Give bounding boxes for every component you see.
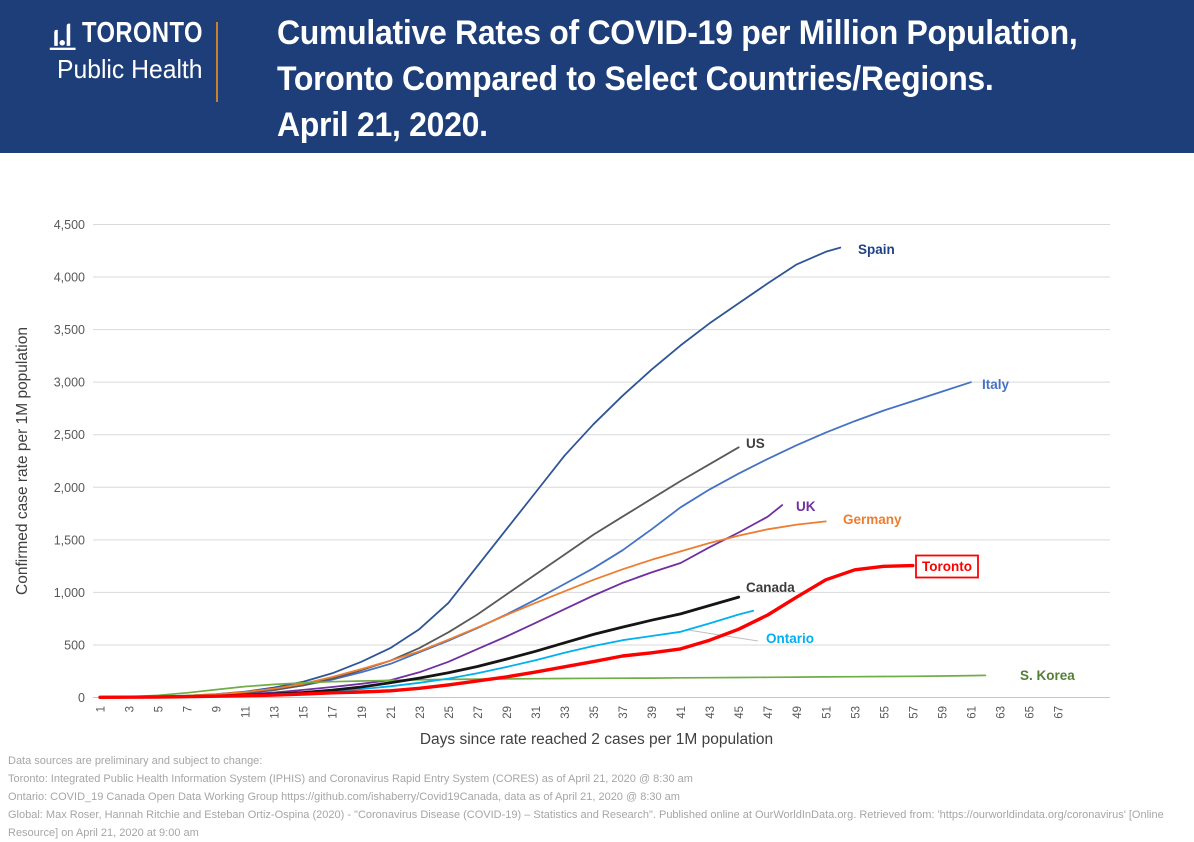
x-tick-label: 27 <box>473 706 485 719</box>
toronto-label-box <box>915 554 979 579</box>
data-sources-note: Data sources are preliminary and subject… <box>8 752 1164 842</box>
x-tick-label: 39 <box>647 706 659 719</box>
series-line-toronto <box>98 563 915 699</box>
series-label-germany: Germany <box>843 512 902 527</box>
x-tick-label: 57 <box>908 706 920 719</box>
y-tick-label: 1,500 <box>54 533 85 547</box>
x-tick-label: 65 <box>1024 706 1036 719</box>
x-tick-label: 7 <box>183 706 195 712</box>
series-line-s-korea <box>99 674 987 699</box>
logo-sub-text: Public Health <box>57 54 203 84</box>
x-tick-label: 41 <box>676 706 688 719</box>
x-tick-label: 49 <box>792 706 804 719</box>
x-tick-label: 53 <box>850 706 862 719</box>
x-tick-label: 15 <box>299 706 311 719</box>
x-tick-label: 23 <box>415 706 427 719</box>
x-tick-label: 29 <box>502 706 514 719</box>
series-line-us <box>99 446 740 699</box>
series-label-ontario: Ontario <box>766 631 814 646</box>
series-label-us: US <box>746 436 765 451</box>
x-tick-label: 63 <box>995 706 1007 719</box>
series-label-italy: Italy <box>982 377 1010 392</box>
x-tick-label: 31 <box>531 706 543 719</box>
source-line: Ontario: COVID_19 Canada Open Data Worki… <box>8 791 680 803</box>
x-tick-label: 3 <box>125 706 137 712</box>
title-line-1: Cumulative Rates of COVID-19 per Million… <box>277 14 1078 52</box>
series-label-toronto: Toronto <box>922 559 972 574</box>
source-line: Data sources are preliminary and subject… <box>8 755 263 767</box>
x-tick-label: 11 <box>241 706 253 718</box>
x-tick-label: 33 <box>560 706 572 719</box>
toronto-city-hall-icon <box>49 23 76 50</box>
header-banner: TORONTO Public Health Cumulative Rates o… <box>0 0 1194 153</box>
x-tick-label: 55 <box>879 706 891 719</box>
x-tick-label: 51 <box>821 706 833 719</box>
y-tick-label: 2,000 <box>54 481 85 495</box>
x-tick-label: 25 <box>444 706 456 719</box>
series-line-uk <box>99 504 784 699</box>
source-line: Resource] on April 21, 2020 at 9:00 am <box>8 827 199 839</box>
series-label-s-korea: S. Korea <box>1020 668 1075 683</box>
x-tick-label: 59 <box>937 706 949 719</box>
y-tick-label: 3,000 <box>54 376 85 390</box>
x-tick-label: 43 <box>705 706 717 719</box>
x-tick-label: 9 <box>212 706 224 712</box>
y-tick-label: 2,500 <box>54 428 85 442</box>
x-tick-label: 17 <box>328 706 340 719</box>
source-line: Global: Max Roser, Hannah Ritchie and Es… <box>8 809 1164 821</box>
series-label-uk: UK <box>796 499 816 514</box>
x-axis-title: Days since rate reached 2 cases per 1M p… <box>420 731 773 748</box>
x-tick-label: 35 <box>589 706 601 719</box>
x-tick-label: 5 <box>154 706 166 712</box>
y-axis-title: Confirmed case rate per 1M population <box>14 327 31 595</box>
title-line-3: April 21, 2020. <box>277 106 488 144</box>
x-tick-label: 67 <box>1053 706 1065 719</box>
logo-brand-text: TORONTO <box>82 17 203 49</box>
x-tick-label: 13 <box>270 706 282 719</box>
y-tick-label: 0 <box>78 691 85 705</box>
x-tick-label: 45 <box>734 706 746 719</box>
x-tick-label: 19 <box>357 706 369 719</box>
y-tick-label: 1,000 <box>54 586 85 600</box>
y-tick-label: 500 <box>64 638 85 652</box>
x-tick-label: 37 <box>618 706 630 719</box>
x-tick-label: 47 <box>763 706 775 719</box>
x-tick-label: 61 <box>966 706 978 719</box>
y-tick-label: 4,000 <box>54 271 85 285</box>
series-line-germany <box>99 520 827 699</box>
series-label-spain: Spain <box>858 242 895 257</box>
series-label-canada: Canada <box>746 580 795 595</box>
y-tick-label: 3,500 <box>54 323 85 337</box>
toronto-public-health-logo: TORONTO Public Health <box>48 18 229 83</box>
source-line: Toronto: Integrated Public Health Inform… <box>8 773 693 785</box>
x-tick-label: 21 <box>386 706 398 719</box>
y-tick-label: 4,500 <box>54 218 85 232</box>
header-divider <box>216 22 218 102</box>
title-line-2: Toronto Compared to Select Countries/Reg… <box>277 60 994 98</box>
x-tick-label: 1 <box>96 706 108 712</box>
page-title: Cumulative Rates of COVID-19 per Million… <box>277 10 1078 148</box>
